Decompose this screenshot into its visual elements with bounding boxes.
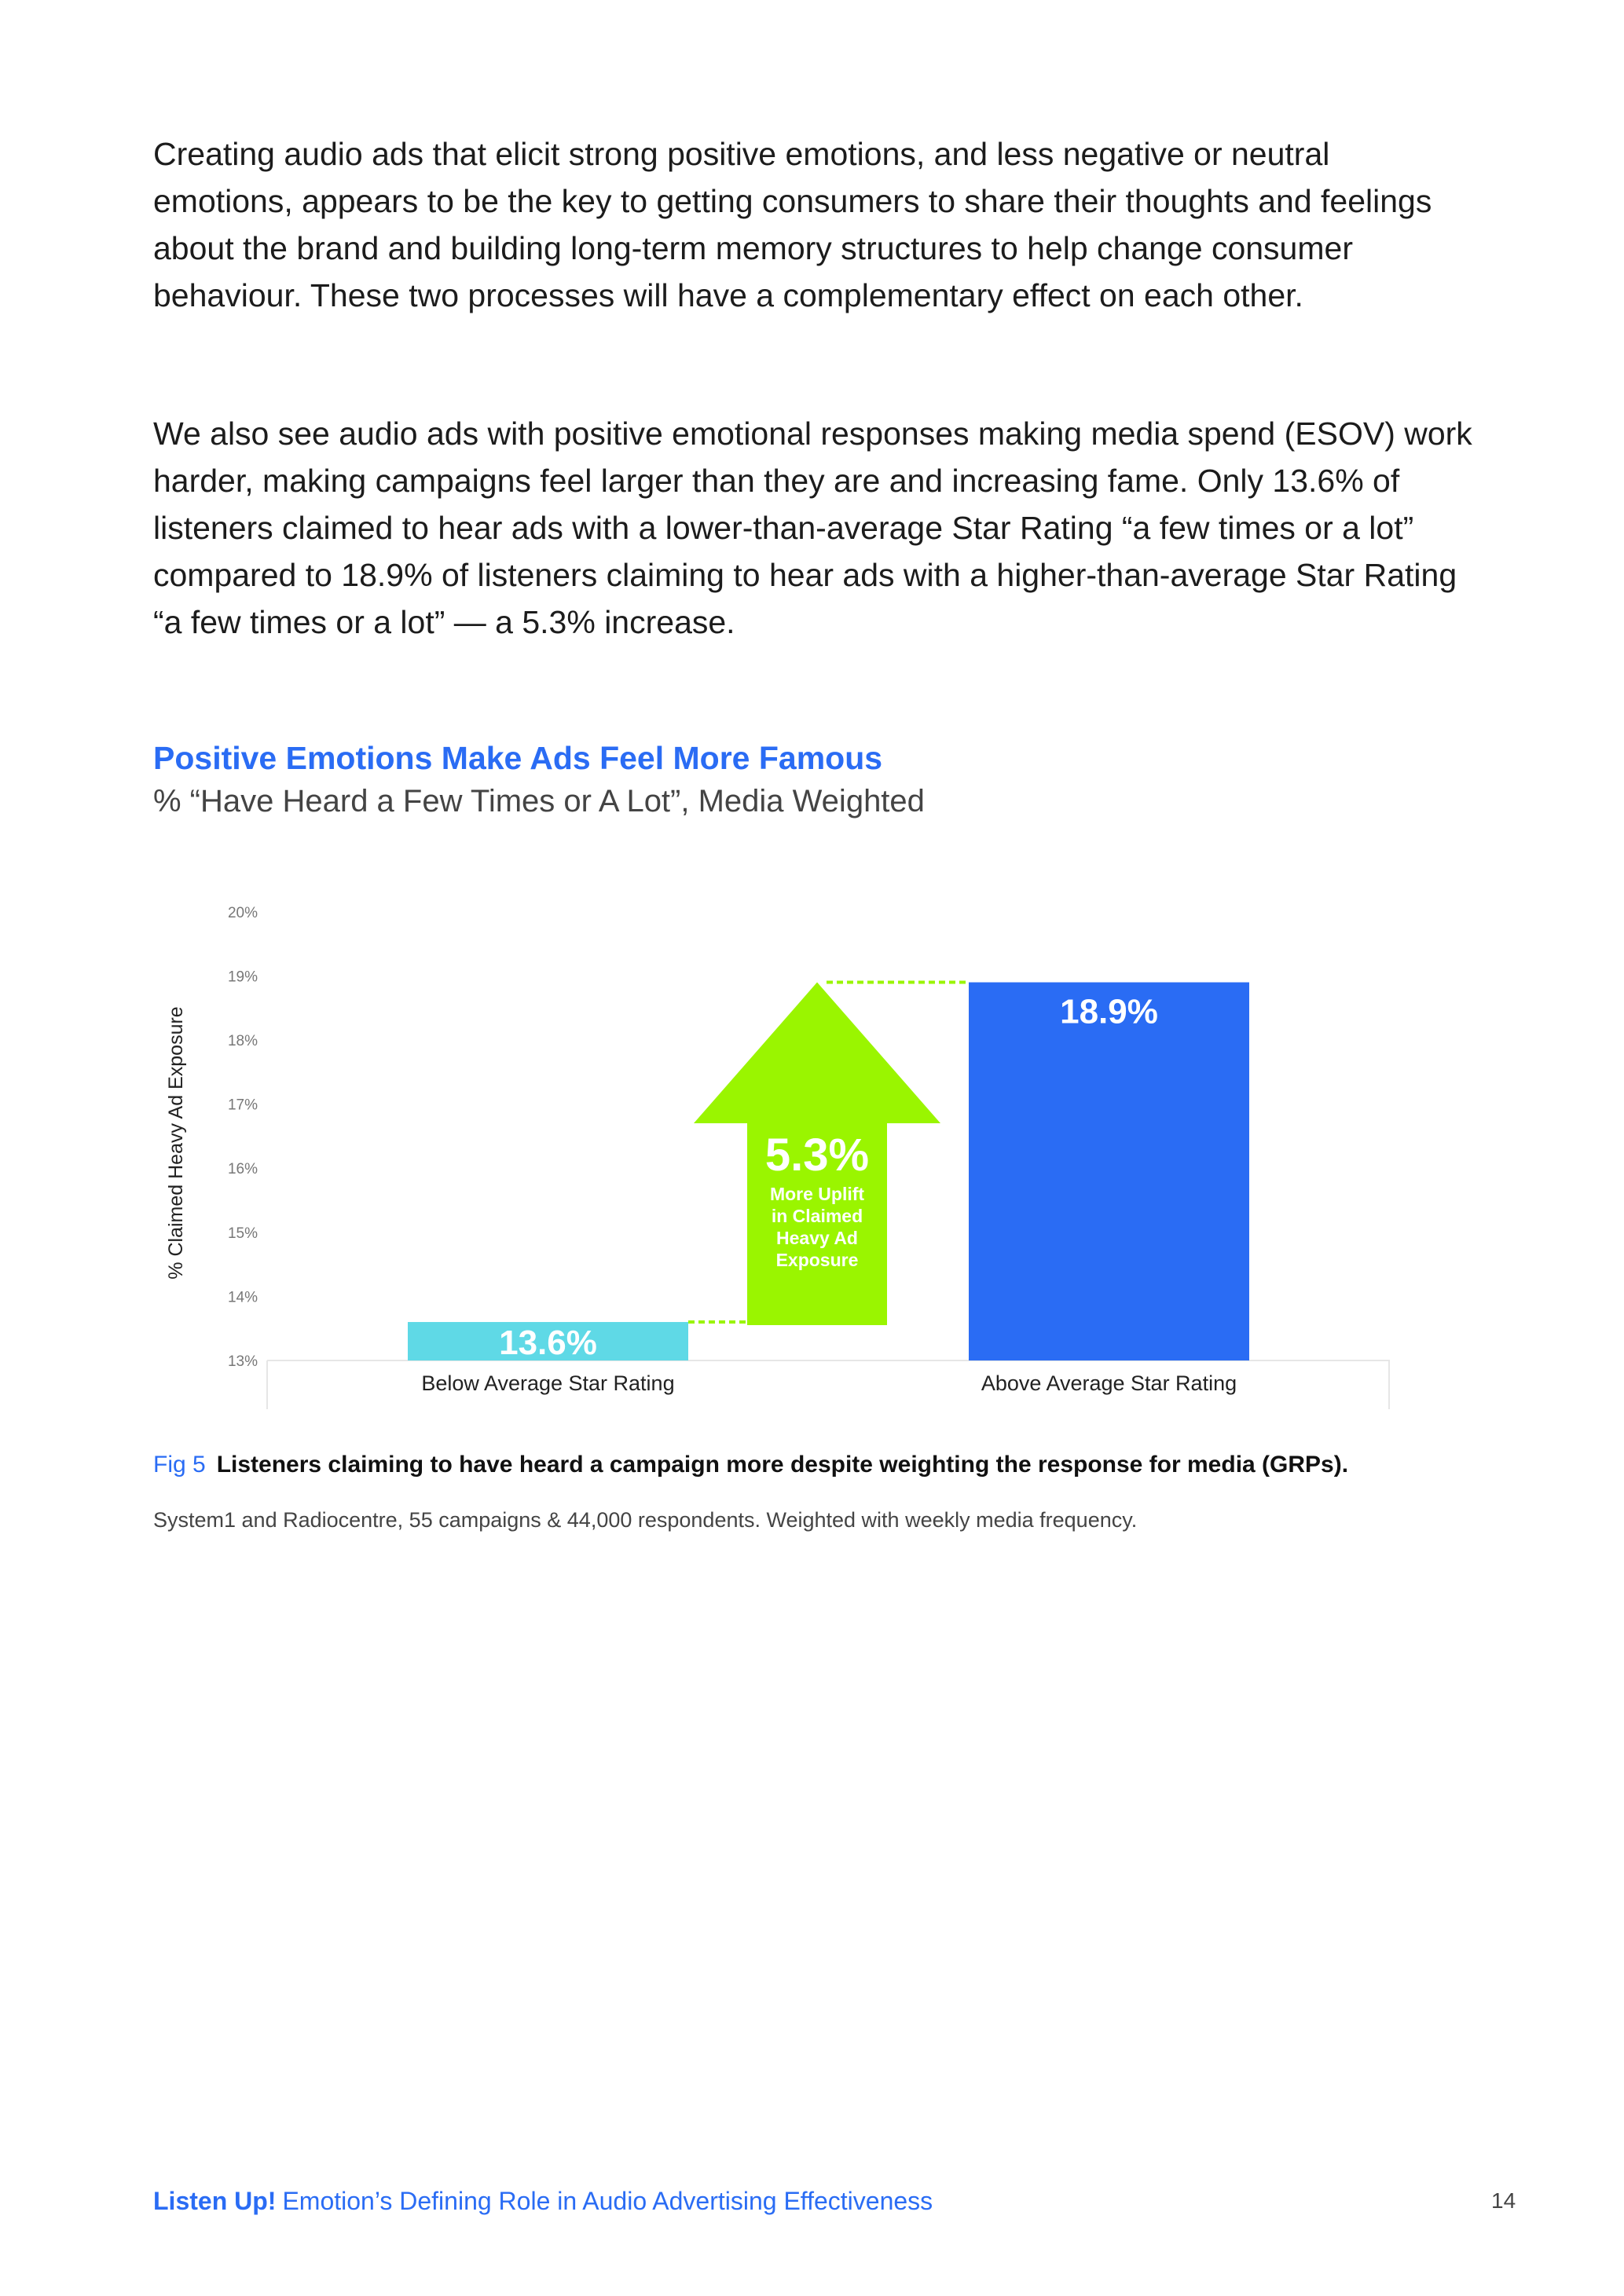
uplift-text: More Uplift (770, 1184, 864, 1204)
footer-doc-title: Emotion’s Defining Role in Audio Adverti… (282, 2187, 933, 2215)
x-category-label: Above Average Star Rating (981, 1371, 1237, 1395)
y-axis-label: % Claimed Heavy Ad Exposure (165, 1006, 187, 1279)
footer-brand: Listen Up! (153, 2187, 277, 2215)
y-tick-label: 18% (228, 1033, 258, 1049)
y-tick-label: 13% (228, 1353, 258, 1370)
y-tick-label: 19% (228, 969, 258, 985)
uplift-value: 5.3% (765, 1130, 869, 1181)
chart-subtitle: % “Have Heard a Few Times or A Lot”, Med… (153, 784, 925, 818)
uplift-text: Exposure (776, 1250, 859, 1270)
chart-title: Positive Emotions Make Ads Feel More Fam… (153, 740, 883, 776)
uplift-arrow (694, 982, 940, 1326)
bar (408, 1322, 688, 1360)
figure-source: System1 and Radiocentre, 55 campaigns & … (153, 1508, 1138, 1532)
bar-data-label: 13.6% (499, 1324, 597, 1362)
footer-title: Listen Up! Emotion’s Defining Role in Aud… (153, 2187, 933, 2216)
y-tick-label: 17% (228, 1097, 258, 1114)
page-number: 14 (1491, 2188, 1516, 2213)
figure-caption-text: Listeners claiming to have heard a campa… (216, 1452, 1349, 1478)
figure-caption: Fig 5 Listeners claiming to have heard a … (153, 1452, 1348, 1478)
figure-number: Fig 5 (153, 1452, 206, 1478)
y-tick-label: 15% (228, 1225, 258, 1242)
y-tick-label: 20% (228, 905, 258, 921)
y-tick-label: 16% (228, 1161, 258, 1177)
body-paragraph: We also see audio ads with positive emot… (153, 416, 1472, 640)
body-paragraph: Creating audio ads that elicit strong po… (153, 136, 1432, 313)
y-tick-label: 14% (228, 1289, 258, 1305)
bar (969, 982, 1249, 1360)
bar-data-label: 18.9% (1060, 993, 1158, 1031)
bar-chart: 13% 14% 15% 16% 17% 18% 19% 20% % Claimed Heavy … (165, 905, 1390, 1409)
x-category-label: Below Average Star Rating (421, 1371, 674, 1395)
uplift-text: Heavy Ad (776, 1228, 858, 1248)
uplift-text: in Claimed (772, 1206, 863, 1226)
